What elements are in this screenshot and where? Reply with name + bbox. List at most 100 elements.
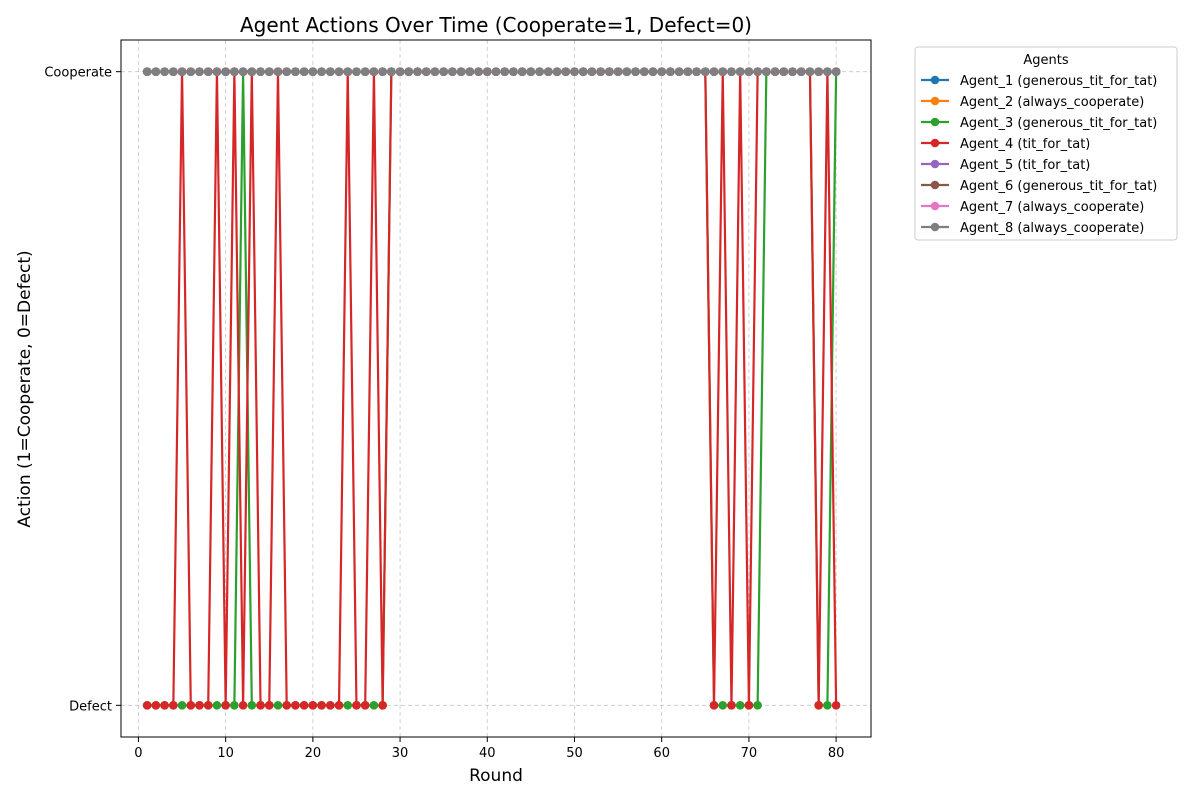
data-point xyxy=(709,701,719,710)
data-point xyxy=(823,67,832,76)
x-tick-label: 50 xyxy=(566,746,583,761)
data-point xyxy=(369,67,379,76)
legend-item-agent-2: Agent_2 (always_cooperate) xyxy=(921,95,1144,110)
data-point xyxy=(639,67,649,76)
data-point xyxy=(596,67,605,76)
data-point xyxy=(674,67,684,76)
data-point xyxy=(718,701,728,710)
data-point xyxy=(142,701,152,710)
series-agent-8 xyxy=(142,67,841,76)
data-point xyxy=(831,701,841,710)
data-point xyxy=(474,67,483,76)
data-point xyxy=(753,67,762,76)
legend-label: Agent_6 (generous_tit_for_tat) xyxy=(960,179,1157,194)
data-point xyxy=(378,67,387,76)
data-point xyxy=(779,67,789,76)
legend-item-agent-3: Agent_3 (generous_tit_for_tat) xyxy=(921,116,1157,131)
x-tick-label: 20 xyxy=(305,746,322,761)
data-point xyxy=(788,67,797,76)
data-point xyxy=(352,701,361,710)
data-point xyxy=(317,67,326,76)
data-point xyxy=(744,701,754,710)
x-axis-ticks: 0 10 20 30 40 50 60 70 80 xyxy=(134,737,844,761)
data-point xyxy=(256,67,265,76)
data-point xyxy=(334,67,344,76)
legend-label: Agent_7 (always_cooperate) xyxy=(960,200,1144,215)
data-point xyxy=(587,67,597,76)
data-point xyxy=(160,67,169,76)
x-tick-label: 80 xyxy=(828,746,845,761)
data-point xyxy=(151,67,161,76)
data-point xyxy=(169,701,178,710)
data-point xyxy=(535,67,544,76)
data-point xyxy=(796,67,806,76)
legend-item-agent-7: Agent_7 (always_cooperate) xyxy=(921,200,1144,215)
legend-label: Agent_1 (generous_tit_for_tat) xyxy=(960,74,1157,89)
data-point xyxy=(195,701,204,710)
data-point xyxy=(360,67,370,76)
x-tick-label: 40 xyxy=(479,746,496,761)
data-point xyxy=(238,701,248,710)
data-point xyxy=(177,701,187,710)
data-point xyxy=(622,67,632,76)
legend-swatch-marker xyxy=(930,138,940,148)
x-tick-label: 10 xyxy=(217,746,234,761)
data-point xyxy=(456,67,466,76)
data-point xyxy=(299,67,309,76)
data-point xyxy=(727,701,736,710)
data-point xyxy=(526,67,536,76)
data-point xyxy=(413,67,422,76)
series-lines xyxy=(142,67,841,710)
data-point xyxy=(387,67,396,76)
data-point xyxy=(430,67,440,76)
y-tick-label: Cooperate xyxy=(44,66,112,81)
data-point xyxy=(326,701,335,710)
data-point xyxy=(212,67,222,76)
x-tick-label: 70 xyxy=(741,746,758,761)
x-tick-label: 30 xyxy=(392,746,409,761)
data-point xyxy=(186,701,196,710)
x-axis-label: Round xyxy=(469,766,523,786)
legend: Agents Agent_1 (generous_tit_for_tat)Age… xyxy=(914,46,1178,241)
data-point xyxy=(701,67,710,76)
legend-swatch-marker xyxy=(930,180,940,190)
data-point xyxy=(264,67,274,76)
legend-label: Agent_8 (always_cooperate) xyxy=(960,221,1144,236)
data-point xyxy=(238,67,248,76)
data-point xyxy=(544,67,553,76)
legend-item-agent-5: Agent_5 (tit_for_tat) xyxy=(921,158,1090,173)
y-axis-ticks: Defect Cooperate xyxy=(44,66,121,714)
data-point xyxy=(657,67,666,76)
data-point xyxy=(151,701,161,710)
legend-swatch-marker xyxy=(930,75,940,85)
y-tick-label: Defect xyxy=(69,699,112,714)
data-point xyxy=(831,67,841,76)
data-point xyxy=(203,67,213,76)
legend-label: Agent_2 (always_cooperate) xyxy=(960,95,1144,110)
data-point xyxy=(369,701,379,710)
data-point xyxy=(291,701,300,710)
data-point xyxy=(308,701,318,710)
data-point xyxy=(709,67,719,76)
data-point xyxy=(378,701,387,710)
data-point xyxy=(221,67,230,76)
data-point xyxy=(247,701,257,710)
chart-title: Agent Actions Over Time (Cooperate=1, De… xyxy=(240,13,752,37)
legend-label: Agent_4 (tit_for_tat) xyxy=(960,137,1090,152)
data-point xyxy=(605,67,614,76)
data-point xyxy=(762,67,771,76)
data-point xyxy=(203,701,213,710)
data-point xyxy=(727,67,736,76)
data-point xyxy=(631,67,640,76)
legend-label: Agent_3 (generous_tit_for_tat) xyxy=(960,116,1157,131)
data-point xyxy=(744,67,754,76)
y-axis-label: Action (1=Cooperate, 0=Defect) xyxy=(15,250,35,527)
data-point xyxy=(273,701,283,710)
legend-swatch-marker xyxy=(930,96,940,106)
data-point xyxy=(230,67,239,76)
legend-item-agent-4: Agent_4 (tit_for_tat) xyxy=(921,137,1090,152)
legend-swatch-marker xyxy=(930,222,940,232)
data-point xyxy=(334,701,344,710)
data-point xyxy=(247,67,257,76)
